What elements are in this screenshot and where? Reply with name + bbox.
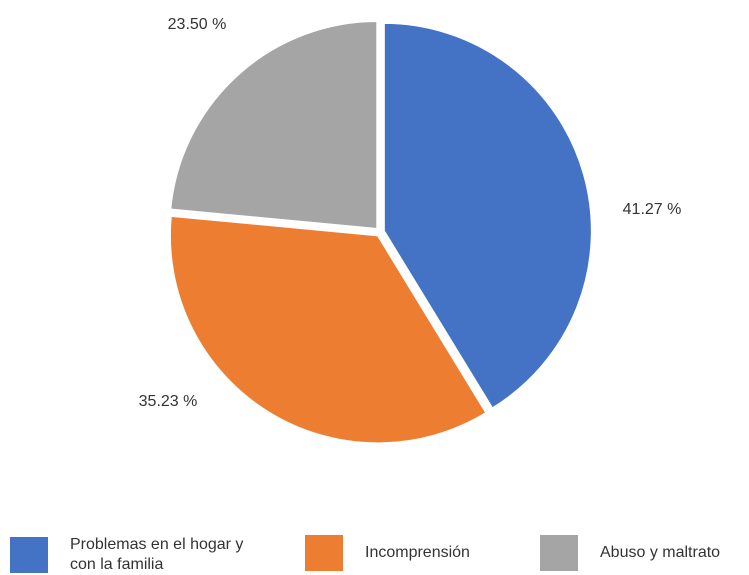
legend-swatch — [540, 535, 578, 571]
pie-slice — [169, 20, 379, 231]
pie-slice — [168, 214, 488, 445]
legend-label: Abuso y maltrato — [600, 544, 721, 561]
legend-swatch — [10, 537, 48, 573]
legend-item: Problemas en el hogar y con la familia — [10, 535, 270, 575]
legend-item: Incomprensión — [305, 535, 470, 571]
pie-area: 41.27 % 35.23 % 23.50 % — [139, 16, 682, 445]
data-label: 35.23 % — [139, 393, 198, 410]
legend-item: Abuso y maltrato — [540, 535, 720, 571]
data-label: 41.27 % — [623, 201, 682, 218]
legend-label: Incomprensión — [365, 544, 470, 561]
legend-swatch — [305, 535, 343, 571]
legend-label: Problemas en el hogar y con la familia — [70, 536, 244, 573]
pie-slice — [382, 21, 593, 410]
data-label: 23.50 % — [168, 16, 227, 33]
